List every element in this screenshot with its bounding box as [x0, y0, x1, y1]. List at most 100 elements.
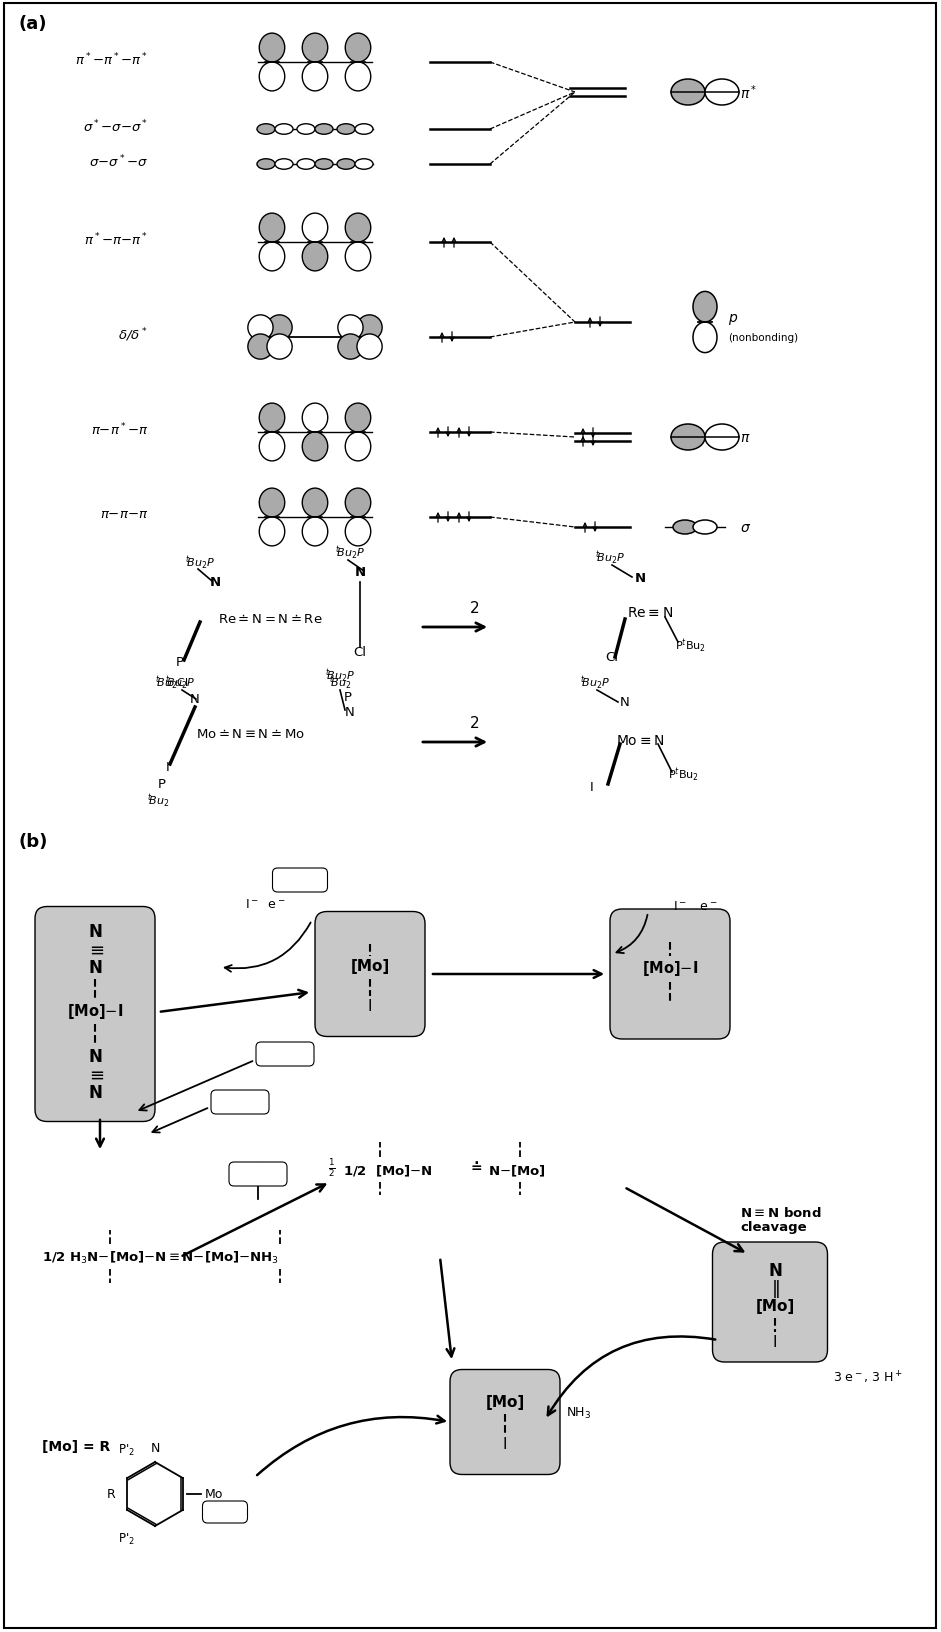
Ellipse shape — [673, 521, 697, 535]
Text: $\mathbf{NH_3}$: $\mathbf{NH_3}$ — [244, 1167, 272, 1182]
Text: $3/2\mathbf{(N_2)}$: $3/2\mathbf{(N_2)}$ — [216, 1095, 263, 1110]
Ellipse shape — [705, 424, 739, 450]
Text: (nonbonding): (nonbonding) — [728, 333, 798, 343]
Ellipse shape — [302, 243, 327, 273]
Ellipse shape — [693, 292, 717, 323]
Text: P: P — [344, 690, 352, 703]
Text: $3/2\mathbf{(N_2)}$: $3/2\mathbf{(N_2)}$ — [262, 1046, 308, 1062]
Ellipse shape — [315, 124, 333, 135]
Ellipse shape — [345, 490, 371, 517]
Ellipse shape — [260, 64, 285, 91]
Text: [Mo]: [Mo] — [350, 960, 390, 974]
Ellipse shape — [260, 243, 285, 273]
Text: N: N — [88, 1048, 102, 1066]
Text: N: N — [88, 958, 102, 976]
Ellipse shape — [247, 315, 273, 341]
Ellipse shape — [302, 214, 327, 243]
Ellipse shape — [345, 214, 371, 243]
Ellipse shape — [257, 160, 275, 170]
Ellipse shape — [257, 124, 275, 135]
FancyBboxPatch shape — [202, 1501, 247, 1523]
Text: I: I — [502, 1436, 507, 1451]
FancyBboxPatch shape — [450, 1369, 560, 1475]
Ellipse shape — [260, 34, 285, 64]
Ellipse shape — [302, 490, 327, 517]
Text: N: N — [88, 1084, 102, 1102]
Text: $\delta$/$\delta^*$: $\delta$/$\delta^*$ — [119, 326, 148, 344]
FancyBboxPatch shape — [256, 1043, 314, 1066]
Text: N: N — [210, 576, 220, 589]
Text: N: N — [634, 571, 646, 584]
Ellipse shape — [302, 403, 327, 432]
Ellipse shape — [302, 432, 327, 462]
Ellipse shape — [357, 315, 382, 341]
Text: $\sigma$: $\sigma$ — [740, 521, 751, 535]
Text: $^t\!Bu_2P$: $^t\!Bu_2P$ — [184, 553, 215, 571]
Text: P$^t$Bu$_2$: P$^t$Bu$_2$ — [668, 765, 699, 783]
Text: Mo$\equiv$N: Mo$\equiv$N — [615, 733, 664, 747]
Text: $^t\!Bu_2$: $^t\!Bu_2$ — [328, 674, 351, 692]
Ellipse shape — [315, 160, 333, 170]
Ellipse shape — [260, 403, 285, 432]
Text: $2\mathbf{(N_2)}$: $2\mathbf{(N_2)}$ — [281, 873, 319, 888]
Ellipse shape — [337, 160, 355, 170]
Ellipse shape — [345, 432, 371, 462]
Text: $\pi^*$$-$$\pi^*$$-$$\pi^*$: $\pi^*$$-$$\pi^*$$-$$\pi^*$ — [75, 52, 148, 69]
Ellipse shape — [705, 80, 739, 106]
Text: $\sigma$$-$$\sigma^*$$-$$\sigma$: $\sigma$$-$$\sigma^*$$-$$\sigma$ — [89, 153, 148, 170]
FancyBboxPatch shape — [211, 1090, 269, 1115]
Text: $\equiv$: $\equiv$ — [86, 1066, 104, 1084]
Text: Re$\equiv$N: Re$\equiv$N — [627, 605, 673, 620]
Text: I$^-$  e$^-$: I$^-$ e$^-$ — [245, 898, 285, 911]
Text: $^t\!Bu_2$: $^t\!Bu_2$ — [147, 792, 169, 809]
Text: N$_2$: N$_2$ — [217, 1505, 233, 1519]
Text: N: N — [355, 566, 365, 579]
Text: $\frac{1}{2}$: $\frac{1}{2}$ — [328, 1157, 336, 1178]
Text: P: P — [158, 778, 166, 792]
Ellipse shape — [267, 315, 292, 341]
Ellipse shape — [355, 160, 373, 170]
FancyBboxPatch shape — [229, 1162, 287, 1186]
Ellipse shape — [297, 160, 315, 170]
Text: N$-$$\mathbf{[Mo]}$: N$-$$\mathbf{[Mo]}$ — [488, 1162, 546, 1178]
Text: N: N — [151, 1441, 160, 1454]
Text: $^t\!Bu_2P$: $^t\!Bu_2P$ — [595, 548, 625, 566]
Text: $\pi$$-$$\pi^*$$-$$\pi$: $\pi$$-$$\pi^*$$-$$\pi$ — [90, 421, 148, 437]
Text: P'$_2$: P'$_2$ — [119, 1531, 135, 1546]
Text: I$^-$   e$^-$: I$^-$ e$^-$ — [673, 899, 717, 912]
Text: NH$_3$: NH$_3$ — [566, 1405, 591, 1420]
Ellipse shape — [247, 335, 273, 361]
Text: [Mo]$-$I: [Mo]$-$I — [67, 1002, 123, 1022]
Text: $^t\!Bu_2P$: $^t\!Bu_2P$ — [165, 674, 195, 692]
Ellipse shape — [337, 124, 355, 135]
Text: P$^t$Bu$_2$: P$^t$Bu$_2$ — [675, 636, 706, 654]
Ellipse shape — [345, 64, 371, 91]
Ellipse shape — [260, 490, 285, 517]
Ellipse shape — [302, 64, 327, 91]
Ellipse shape — [671, 80, 705, 106]
Text: $\bf{\doteq}$: $\bf{\doteq}$ — [468, 1159, 483, 1172]
Text: N: N — [345, 707, 355, 720]
Text: $\sigma^*$$-$$\sigma$$-$$\sigma^*$: $\sigma^*$$-$$\sigma$$-$$\sigma^*$ — [83, 119, 148, 135]
Text: I: I — [368, 999, 373, 1013]
Text: $\|$: $\|$ — [771, 1278, 779, 1299]
Text: Mo$\doteq$N$\equiv$N$\doteq$Mo: Mo$\doteq$N$\equiv$N$\doteq$Mo — [196, 728, 305, 741]
Ellipse shape — [260, 214, 285, 243]
Text: [Mo]: [Mo] — [486, 1395, 525, 1410]
Ellipse shape — [345, 403, 371, 432]
Text: $\pi$: $\pi$ — [740, 431, 751, 446]
Ellipse shape — [693, 323, 717, 354]
Text: N: N — [88, 922, 102, 940]
Text: (a): (a) — [18, 15, 46, 33]
Ellipse shape — [302, 517, 327, 547]
Ellipse shape — [302, 34, 327, 64]
Text: $^t\!Bu_2P$: $^t\!Bu_2P$ — [335, 543, 365, 561]
Ellipse shape — [345, 34, 371, 64]
Text: $^t\!Bu_2$Cl: $^t\!Bu_2$Cl — [155, 674, 189, 692]
Ellipse shape — [297, 124, 315, 135]
Ellipse shape — [355, 124, 373, 135]
FancyBboxPatch shape — [35, 907, 155, 1121]
Text: 3 e$^-$, 3 H$^+$: 3 e$^-$, 3 H$^+$ — [833, 1369, 903, 1386]
Text: 2: 2 — [470, 715, 480, 731]
Text: $^t\!Bu_2P$: $^t\!Bu_2P$ — [325, 667, 355, 684]
